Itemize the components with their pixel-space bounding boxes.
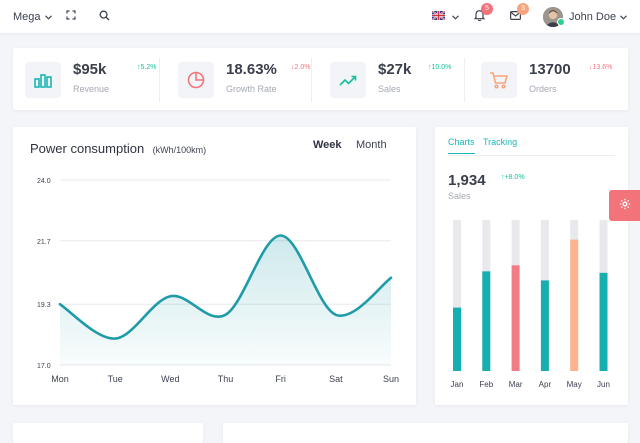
stat-change: ↑10.0% [428, 64, 452, 71]
tab-charts[interactable]: Charts [448, 137, 475, 154]
bar [511, 265, 520, 371]
chevron-down-icon [620, 11, 627, 23]
card-title: Power consumption (kWh/100km) [30, 140, 206, 158]
card-title-unit: (kWh/100km) [152, 145, 207, 155]
power-consumption-card: Power consumption (kWh/100km) Week Month… [13, 127, 416, 405]
y-tick-label: 21.7 [37, 239, 51, 246]
x-tick-label: Mar [509, 380, 523, 389]
sales-change: ↑+8.0% [501, 174, 525, 181]
uk-flag-icon [431, 9, 446, 23]
series-line [58, 234, 393, 340]
bar [540, 280, 549, 371]
mega-menu-label: Mega [13, 10, 41, 23]
series-area [60, 235, 391, 365]
tabs-underline [448, 155, 615, 156]
y-tick-label: 17.0 [37, 363, 51, 370]
settings-button[interactable] [609, 190, 640, 221]
sales-value: 1,934 [448, 172, 486, 189]
stat-label: Growth Rate [226, 84, 277, 94]
chevron-down-icon [452, 11, 459, 23]
online-status-dot [557, 18, 565, 26]
user-name: John Doe [569, 10, 617, 23]
stat-value: 18.63% [226, 61, 277, 78]
x-tick-label: Jan [451, 380, 464, 389]
gear-icon [619, 197, 631, 215]
stat-value: $95k [73, 61, 107, 78]
trending-up-icon [330, 62, 366, 98]
x-tick-label: Sun [383, 374, 399, 384]
bar [570, 239, 579, 371]
bottom-card-left [13, 423, 203, 443]
stat-label: Revenue [73, 84, 110, 94]
stat-label: Sales [378, 84, 401, 94]
x-tick-label: Sat [329, 374, 343, 384]
sales-label: Sales [448, 191, 471, 201]
stat-value: $27k [378, 61, 412, 78]
mega-menu-button[interactable]: Mega [13, 0, 52, 33]
tab-month[interactable]: Month [356, 139, 387, 151]
message-badge: 3 [517, 3, 529, 15]
bar [453, 307, 461, 371]
divider [311, 58, 312, 102]
language-selector[interactable] [431, 0, 459, 33]
user-menu[interactable]: John Doe [543, 0, 627, 33]
divider [464, 58, 465, 102]
search-icon [99, 10, 110, 24]
y-tick-label: 19.3 [37, 302, 51, 309]
bar-track [453, 220, 461, 371]
chevron-down-icon [44, 11, 52, 23]
sales-chart-card: Charts Tracking 1,934 ↑+8.0% Sales Jan Fe… [435, 127, 628, 405]
bar-chart-icon [25, 62, 61, 98]
sales-bar-chart: Jan Feb Mar Apr May Jun [451, 220, 610, 389]
x-tick-label: Apr [539, 380, 552, 389]
pie-chart-icon [178, 62, 214, 98]
fullscreen-button[interactable] [66, 0, 76, 33]
x-tick-label: May [567, 380, 582, 389]
x-tick-label: Wed [161, 374, 179, 384]
bottom-card-right [223, 423, 628, 443]
x-tick-label: Fri [275, 374, 286, 384]
top-bar: Mega [0, 0, 640, 33]
stats-card: $95k ↑5.2% Revenue 18.63% ↓2.0% Growth R… [13, 48, 628, 110]
stat-value: 13700 [529, 61, 571, 78]
tab-week[interactable]: Week [313, 139, 342, 151]
x-tick-label: Tue [108, 374, 123, 384]
stat-change: ↓2.0% [291, 64, 311, 71]
cart-icon [481, 62, 517, 98]
bar [482, 271, 491, 371]
x-tick-label: Mon [51, 374, 69, 384]
notification-badge: 5 [481, 3, 493, 15]
x-tick-label: Feb [479, 380, 493, 389]
tab-tracking[interactable]: Tracking [483, 137, 518, 147]
card-title-text: Power consumption [30, 141, 145, 156]
stat-change: ↑5.2% [137, 64, 157, 71]
bar [599, 272, 608, 371]
stat-change: ↓13.6% [589, 64, 613, 71]
fullscreen-icon [66, 10, 76, 23]
stat-label: Orders [529, 84, 557, 94]
x-tick-label: Jun [597, 380, 610, 389]
x-tick-label: Thu [218, 374, 234, 384]
y-tick-label: 24.0 [37, 178, 51, 185]
search-button[interactable] [99, 0, 110, 33]
divider [159, 58, 160, 102]
